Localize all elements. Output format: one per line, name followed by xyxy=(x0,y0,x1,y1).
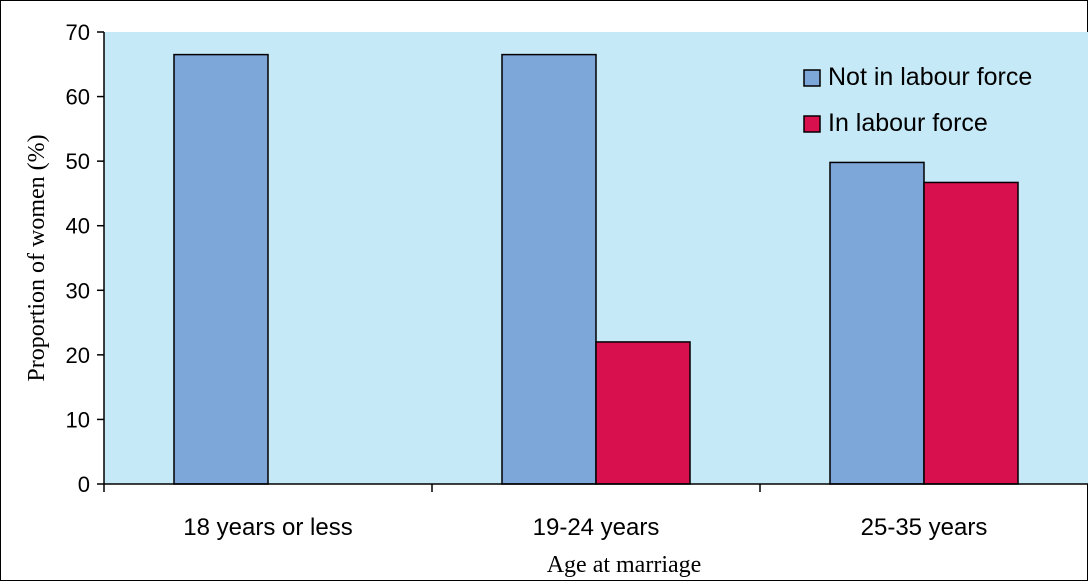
legend-swatch xyxy=(803,115,821,133)
bar-not-in-labour-force-2 xyxy=(501,53,597,485)
y-tick-label: 20 xyxy=(66,343,90,368)
bar-in-labour-force-2 xyxy=(595,341,691,485)
y-ticks-group: 0 10 20 30 40 50 60 70 xyxy=(66,20,104,497)
y-axis-title: Proportion of women (%) xyxy=(24,134,50,381)
x-axis-title: Age at marriage xyxy=(547,552,702,578)
bar-not-in-labour-force-3 xyxy=(829,161,925,485)
x-tick-label: 25-35 years xyxy=(861,514,988,541)
legend-box xyxy=(788,48,1064,152)
legend-swatch xyxy=(803,69,821,87)
legend: Not in labour force In labour force xyxy=(788,48,1064,152)
legend-label: In labour force xyxy=(828,109,988,137)
x-ticks-group: 18 years or less 19-24 years 25-35 years xyxy=(103,484,988,541)
bar-not-in-labour-force-1 xyxy=(173,53,269,485)
y-tick-label: 50 xyxy=(66,149,90,174)
y-tick-label: 60 xyxy=(66,85,90,110)
x-tick-label: 18 years or less xyxy=(183,514,352,541)
bar-in-labour-force-3 xyxy=(923,181,1019,485)
legend-label: Not in labour force xyxy=(828,63,1032,91)
x-tick-label: 19-24 years xyxy=(533,514,660,541)
y-tick-label: 30 xyxy=(66,278,90,303)
y-tick-label: 10 xyxy=(66,407,90,432)
bars-group xyxy=(173,53,1019,485)
y-tick-label: 70 xyxy=(66,20,90,45)
y-tick-label: 40 xyxy=(66,214,90,239)
y-tick-label: 0 xyxy=(78,472,90,497)
